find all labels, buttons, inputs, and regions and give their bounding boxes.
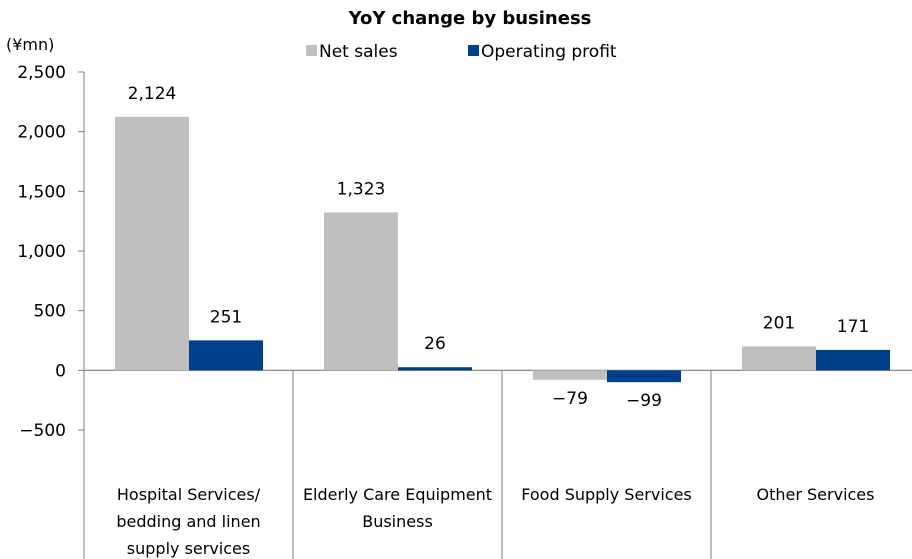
data-label: 251	[210, 307, 242, 327]
y-tick-label: 1,000	[17, 242, 66, 262]
bar-operating-profit	[398, 367, 472, 371]
data-label: 1,323	[337, 179, 386, 199]
category-label: Hospital Services/	[117, 485, 261, 504]
bar-operating-profit	[189, 340, 263, 371]
bar-net-sales	[742, 346, 816, 371]
y-tick-label: 2,500	[17, 63, 66, 83]
y-tick-label: 0	[55, 361, 66, 381]
legend: Net sales Operating profit	[306, 42, 617, 62]
data-labels: 2,124 251 1,323 26 −79 −99 201 171	[128, 84, 870, 411]
data-label: 171	[837, 317, 869, 337]
y-unit-label: (¥mn)	[6, 35, 54, 54]
data-label: 26	[424, 334, 446, 354]
category-label: Elderly Care Equipment	[303, 485, 492, 504]
legend-swatch-operating-profit	[468, 45, 479, 56]
bar-operating-profit	[816, 349, 890, 371]
data-label: −99	[626, 391, 662, 411]
y-tick-label: 1,500	[17, 182, 66, 202]
bar-net-sales	[115, 116, 189, 371]
chart-title: YoY change by business	[348, 8, 592, 29]
legend-label-operating-profit: Operating profit	[481, 42, 617, 62]
legend-label-net-sales: Net sales	[319, 42, 398, 62]
bars	[115, 116, 890, 383]
category-label: supply services	[127, 539, 250, 558]
bar-operating-profit	[607, 370, 681, 383]
category-labels: Hospital Services/bedding and linen suppl…	[116, 485, 874, 558]
data-label: −79	[552, 389, 588, 409]
bar-net-sales	[533, 370, 607, 380]
bar-net-sales	[324, 212, 398, 371]
category-label: Other Services	[757, 485, 875, 504]
y-tick-label: −500	[19, 421, 66, 441]
axis: 2,500 2,000 1,500 1,000 500 0 −500	[17, 63, 912, 559]
y-tick-label: 500	[34, 302, 66, 322]
category-label: Business	[362, 512, 433, 531]
category-label: Food Supply Services	[521, 485, 692, 504]
category-label: bedding and linen	[116, 512, 260, 531]
data-label: 2,124	[128, 84, 177, 104]
y-tick-label: 2,000	[17, 123, 66, 143]
data-label: 201	[763, 313, 795, 333]
legend-swatch-net-sales	[306, 45, 317, 56]
